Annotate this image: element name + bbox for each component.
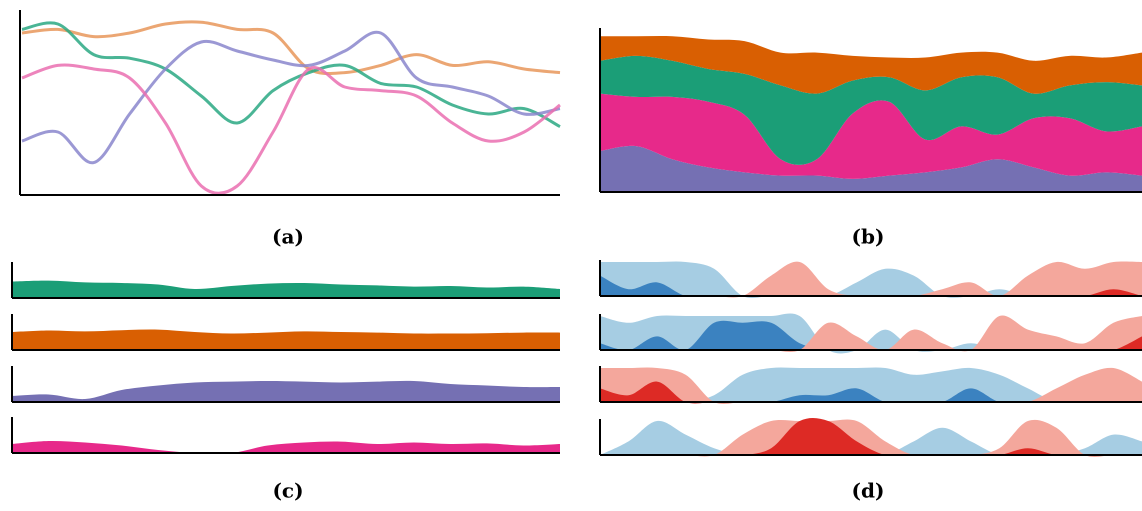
- line: [21, 21, 561, 128]
- horizon-band: [600, 367, 1142, 404]
- horizon-band: [600, 315, 1142, 353]
- area: [600, 35, 1142, 94]
- horizon-band: [600, 388, 1142, 404]
- line: [21, 63, 561, 195]
- line: [21, 20, 561, 75]
- area: [12, 280, 560, 298]
- caption: (c): [272, 479, 303, 503]
- area: [12, 440, 560, 454]
- horizon-band: [600, 320, 1142, 351]
- area: [12, 329, 560, 350]
- horizon-band: [600, 419, 1142, 458]
- horizon-band: [600, 261, 1142, 299]
- area: [600, 55, 1142, 165]
- line: [21, 30, 561, 165]
- caption: (d): [852, 479, 885, 503]
- area: [600, 93, 1142, 179]
- horizon-band: [600, 275, 1142, 298]
- area: [12, 380, 560, 402]
- horizon-band: [600, 420, 1142, 457]
- caption: (a): [272, 225, 304, 249]
- caption: (b): [852, 225, 885, 249]
- area: [600, 145, 1142, 192]
- horizon-band: [600, 261, 1142, 298]
